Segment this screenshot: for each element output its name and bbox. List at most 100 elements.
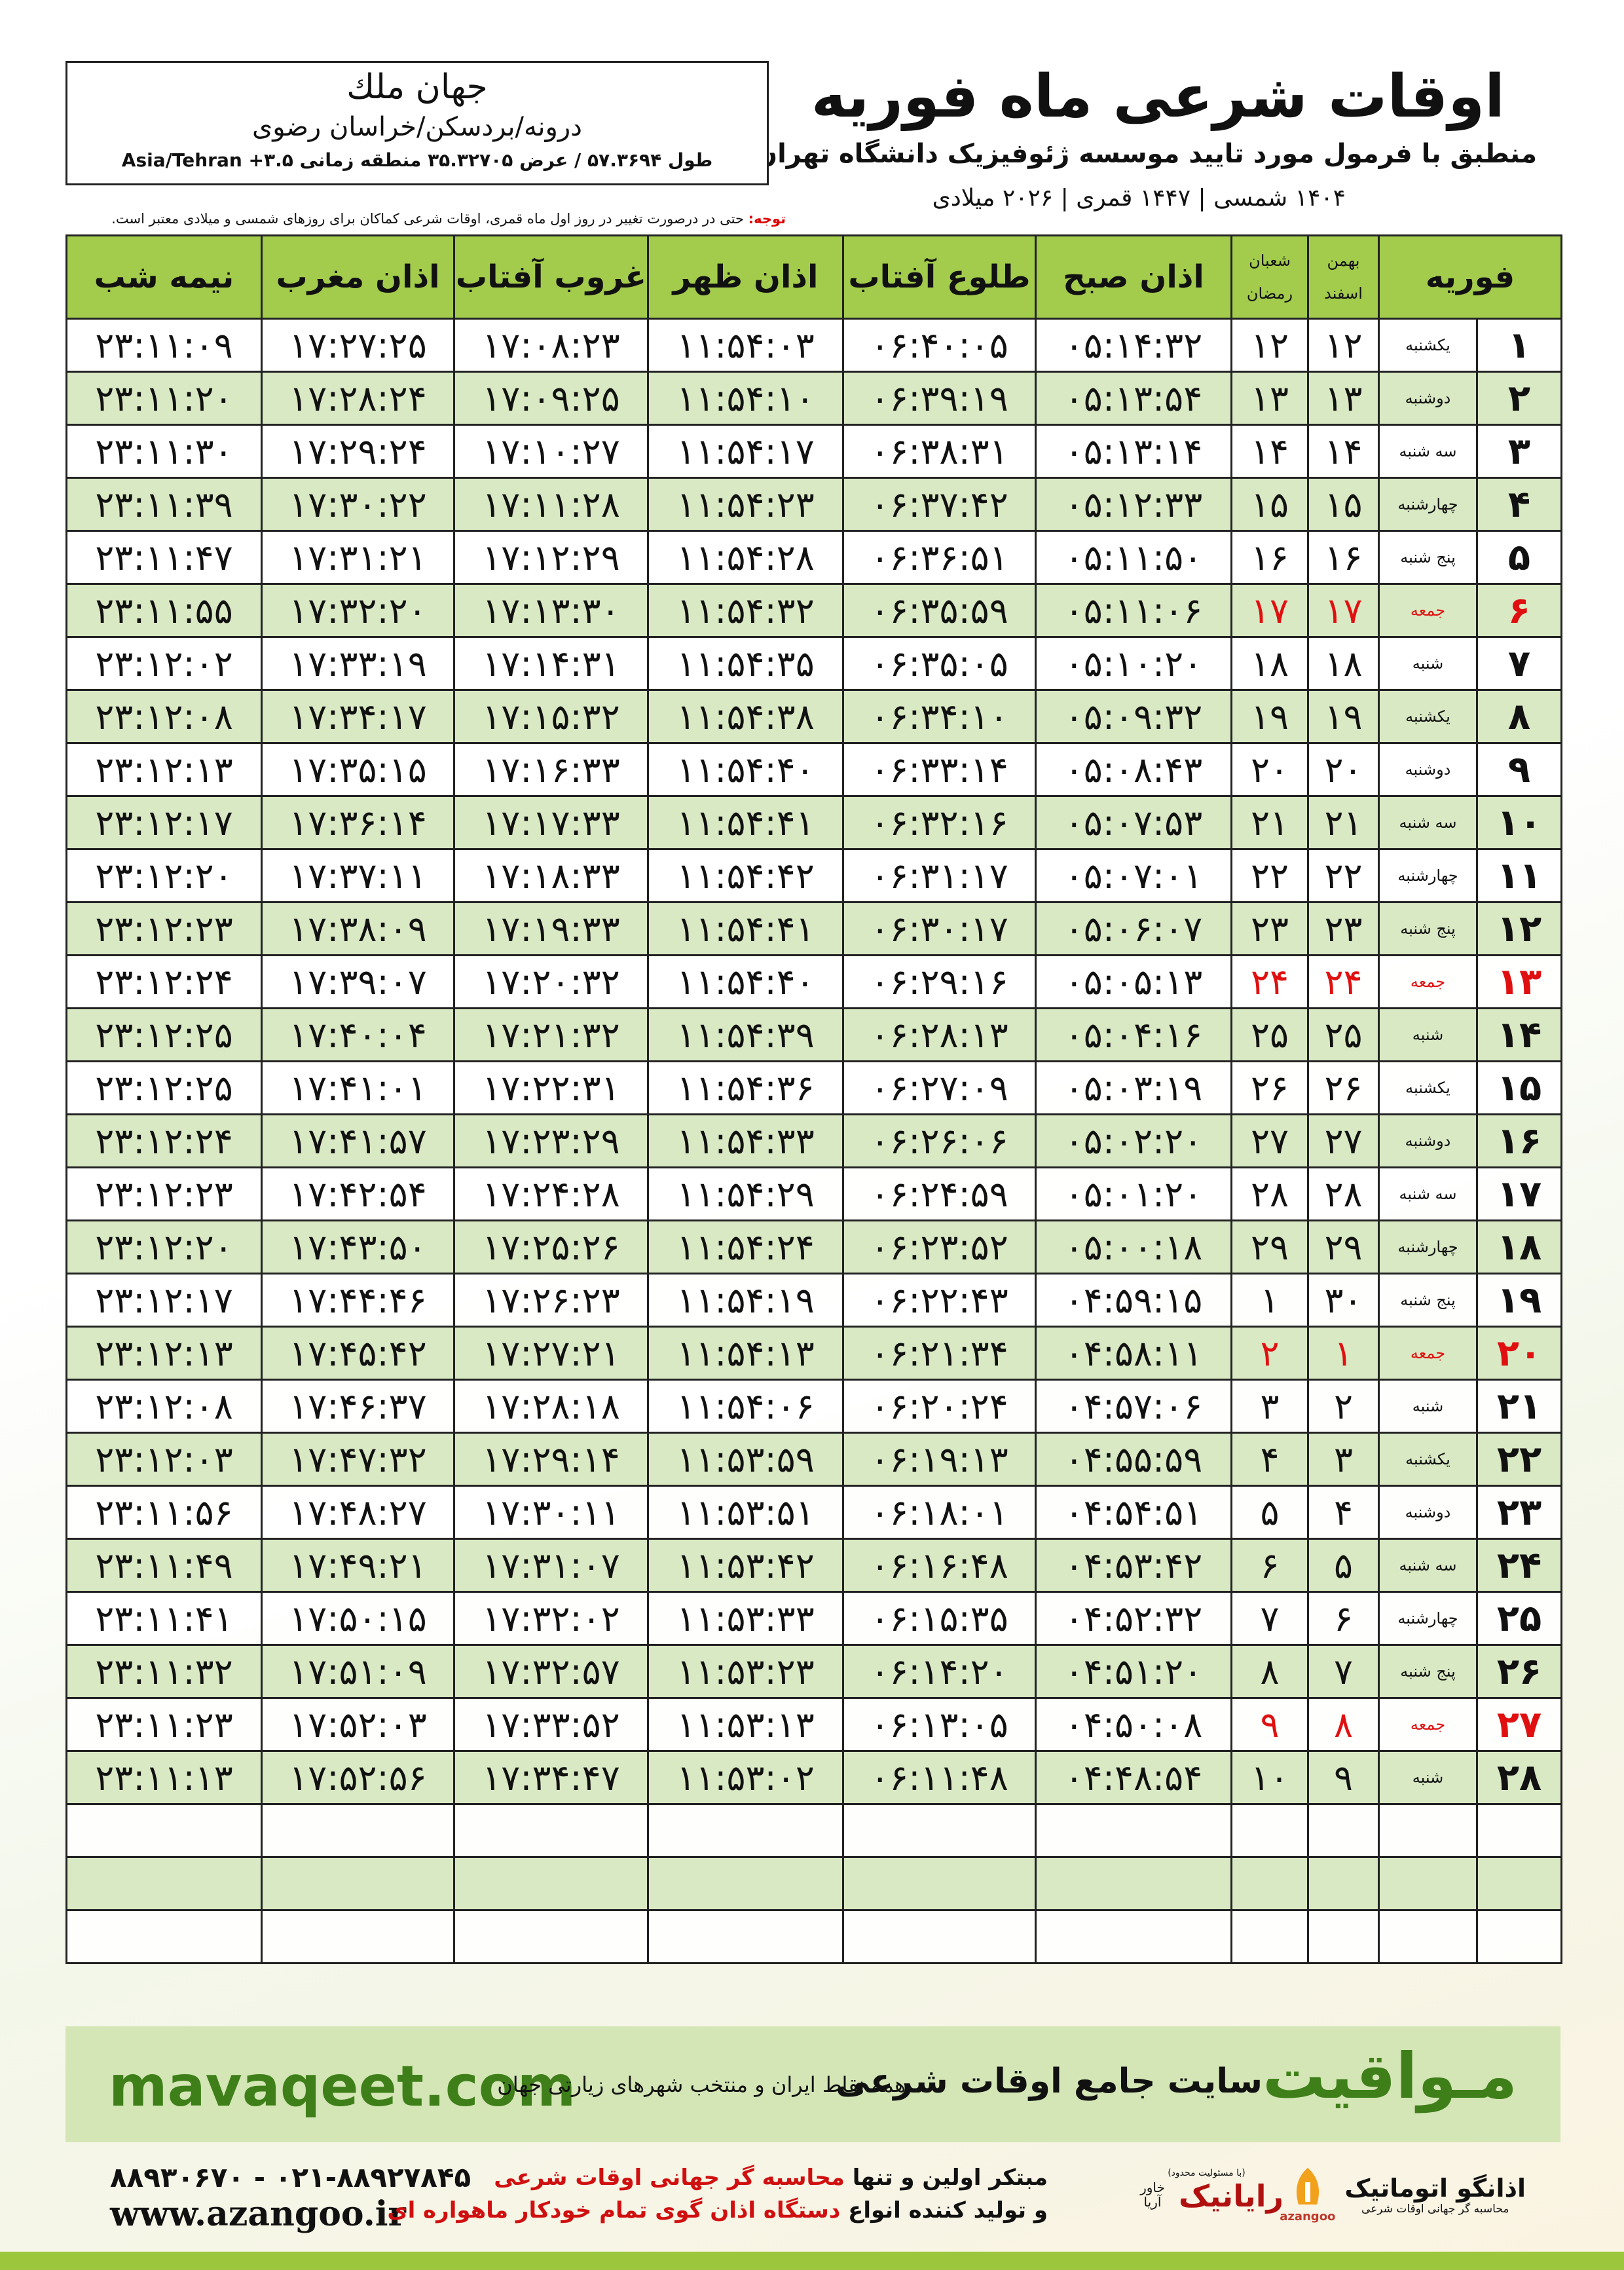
time-cell: ۲۳:۱۲:۰۸ xyxy=(65,689,263,744)
time-cell: ۱۷:۳۳:۱۹ xyxy=(261,636,455,691)
time-cell: ۱۱:۵۳:۵۱ xyxy=(647,1485,844,1540)
day-row: ۲۴ سه شنبه ۵ ۶ ۰۴:۵۳:۴۲ ۰۶:۱۶:۴۸ ۱۱:۵۳:۴۲ ۱۷:۳۱… xyxy=(65,1538,1563,1593)
day-row: ۱۰ سه شنبه ۲۱ ۲۱ ۰۵:۰۷:۵۳ ۰۶:۳۲:۱۶ ۱۱:۵۴:۴۱ ۱۷:… xyxy=(65,795,1563,850)
website[interactable]: www.azangoo.ir xyxy=(110,2194,406,2234)
time-cell: ۲۳:۱۱:۲۰ xyxy=(65,371,263,426)
solar-date: ۵ xyxy=(1307,1538,1380,1593)
time-cell: ۲۳:۱۲:۱۷ xyxy=(65,1273,263,1328)
day-row: ۲۷ جمعه ۸ ۹ ۰۴:۵۰:۰۸ ۰۶:۱۳:۰۵ ۱۱:۵۳:۱۳ ۱۷:۳۳:۵۲… xyxy=(65,1697,1563,1752)
day-row: ۹ دوشنبه ۲۰ ۲۰ ۰۵:۰۸:۴۳ ۰۶:۳۳:۱۴ ۱۱:۵۴:۴۰ ۱۷:۱۶… xyxy=(65,742,1563,797)
footer-text-part: محاسبه گر جهانی اوقات شرعی xyxy=(494,2165,845,2191)
time-cell: ۰۶:۱۸:۰۱ xyxy=(842,1485,1037,1540)
header-label: رمضان xyxy=(1246,284,1293,303)
time-cell: ۱۷:۲۰:۳۲ xyxy=(453,954,649,1009)
lunar-date: ۲۷ xyxy=(1230,1113,1309,1168)
time-cell: ۱۷:۴۲:۵۴ xyxy=(261,1166,455,1221)
time-cell: ۱۱:۵۴:۳۹ xyxy=(647,1007,844,1062)
weekday: جمعه xyxy=(1377,583,1479,638)
time-cell: ۱۱:۵۴:۳۵ xyxy=(647,636,844,691)
dates: ۱۴۰۴ شمسی | ۱۴۴۷ قمری | ۲۰۲۶ میلادی xyxy=(932,185,1346,212)
empty-cell xyxy=(1035,1909,1232,1964)
subtitle: منطبق با فرمول مورد تایید موسسه ژئوفیزیک… xyxy=(754,139,1537,169)
time-cell: ۱۷:۳۵:۱۵ xyxy=(261,742,455,797)
lunar-date: ۱ xyxy=(1230,1273,1309,1328)
lunar-date: ۲۶ xyxy=(1230,1060,1309,1115)
logo-icon: azangoo xyxy=(1280,2165,1335,2223)
time-cell: ۱۷:۱۲:۲۹ xyxy=(453,530,649,585)
time-cell: ۲۳:۱۲:۰۲ xyxy=(65,636,263,691)
time-cell: ۲۳:۱۲:۲۴ xyxy=(65,1113,263,1168)
header-cell: غروب آفتاب xyxy=(453,234,649,320)
time-cell: ۰۵:۱۱:۵۰ xyxy=(1035,530,1232,585)
time-cell: ۱۱:۵۴:۲۹ xyxy=(647,1166,844,1221)
day-number: ۱۳ xyxy=(1476,954,1563,1009)
time-cell: ۱۷:۵۱:۰۹ xyxy=(261,1644,455,1699)
time-cell: ۱۷:۳۶:۱۴ xyxy=(261,795,455,850)
time-cell: ۰۵:۱۴:۳۲ xyxy=(1035,318,1232,373)
time-cell: ۰۵:۰۷:۵۳ xyxy=(1035,795,1232,850)
day-row: ۱۳ جمعه ۲۴ ۲۴ ۰۵:۰۵:۱۳ ۰۶:۲۹:۱۶ ۱۱:۵۴:۴۰ ۱۷:۲۰:… xyxy=(65,954,1563,1009)
day-row: ۴ چهارشنبه ۱۵ ۱۵ ۰۵:۱۲:۳۳ ۰۶:۳۷:۴۲ ۱۱:۵۴:۲۳ ۱۷:… xyxy=(65,477,1563,532)
day-number: ۲۲ xyxy=(1476,1432,1563,1487)
day-row: ۲۶ پنج شنبه ۷ ۸ ۰۴:۵۱:۲۰ ۰۶:۱۴:۲۰ ۱۱:۵۳:۲۳ ۱۷:۳… xyxy=(65,1644,1563,1699)
time-cell: ۲۳:۱۲:۱۳ xyxy=(65,1326,263,1381)
weekday: شنبه xyxy=(1377,1007,1479,1062)
note-label: توجه: xyxy=(748,211,786,227)
time-cell: ۱۷:۲۲:۳۱ xyxy=(453,1060,649,1115)
time-cell: ۲۳:۱۲:۲۵ xyxy=(65,1060,263,1115)
day-row: ۸ یکشنبه ۱۹ ۱۹ ۰۵:۰۹:۳۲ ۰۶:۳۴:۱۰ ۱۱:۵۴:۳۸ ۱۷:۱۵… xyxy=(65,689,1563,744)
solar-date: ۱۳ xyxy=(1307,371,1380,426)
time-cell: ۰۵:۰۷:۰۱ xyxy=(1035,848,1232,903)
time-cell: ۰۵:۰۵:۱۳ xyxy=(1035,954,1232,1009)
time-cell: ۱۷:۱۰:۲۷ xyxy=(453,424,649,479)
weekday: چهارشنبه xyxy=(1377,1591,1479,1646)
time-cell: ۰۴:۵۳:۴۲ xyxy=(1035,1538,1232,1593)
day-number: ۱۶ xyxy=(1476,1113,1563,1168)
note: توجه: حتی در درصورت تغییر در روز اول ماه… xyxy=(65,211,786,227)
time-cell: ۲۳:۱۱:۰۹ xyxy=(65,318,263,373)
time-cell: ۰۵:۰۳:۱۹ xyxy=(1035,1060,1232,1115)
lunar-date: ۱۸ xyxy=(1230,636,1309,691)
header-cell: بهمن اسفند xyxy=(1307,234,1380,320)
time-cell: ۱۱:۵۴:۰۶ xyxy=(647,1379,844,1434)
time-cell: ۱۷:۳۱:۰۷ xyxy=(453,1538,649,1593)
time-cell: ۰۵:۰۹:۳۲ xyxy=(1035,689,1232,744)
logo-sub: محاسبه گر جهانی اوقات شرعی xyxy=(1361,2202,1509,2216)
time-cell: ۰۴:۵۹:۱۵ xyxy=(1035,1273,1232,1328)
time-cell: ۰۶:۳۵:۵۹ xyxy=(842,583,1037,638)
lunar-date: ۲۴ xyxy=(1230,954,1309,1009)
empty-cell xyxy=(1476,1803,1563,1858)
solar-date: ۳۰ xyxy=(1307,1273,1380,1328)
time-cell: ۱۷:۲۹:۲۴ xyxy=(261,424,455,479)
day-number: ۱۸ xyxy=(1476,1219,1563,1275)
time-cell: ۰۵:۰۴:۱۶ xyxy=(1035,1007,1232,1062)
time-cell: ۰۶:۱۳:۰۵ xyxy=(842,1697,1037,1752)
day-row: ۳ سه شنبه ۱۴ ۱۴ ۰۵:۱۳:۱۴ ۰۶:۳۸:۳۱ ۱۱:۵۴:۱۷ ۱۷:۱… xyxy=(65,424,1563,479)
day-number: ۲ xyxy=(1476,371,1563,426)
time-cell: ۱۷:۴۱:۵۷ xyxy=(261,1113,455,1168)
lunar-date: ۸ xyxy=(1230,1644,1309,1699)
time-cell: ۱۱:۵۳:۳۳ xyxy=(647,1591,844,1646)
time-cell: ۱۷:۱۸:۳۳ xyxy=(453,848,649,903)
time-cell: ۲۳:۱۱:۴۹ xyxy=(65,1538,263,1593)
time-cell: ۲۳:۱۱:۵۵ xyxy=(65,583,263,638)
solar-date: ۱۴ xyxy=(1307,424,1380,479)
time-cell: ۱۷:۴۸:۲۷ xyxy=(261,1485,455,1540)
banner-url[interactable]: mavaqeet.com xyxy=(109,2054,576,2119)
weekday: یکشنبه xyxy=(1377,1060,1479,1115)
time-cell: ۰۶:۲۰:۲۴ xyxy=(842,1379,1037,1434)
lunar-date: ۲۹ xyxy=(1230,1219,1309,1275)
time-cell: ۰۵:۰۱:۲۰ xyxy=(1035,1166,1232,1221)
weekday: سه شنبه xyxy=(1377,1538,1479,1593)
location-name: جهان ملك xyxy=(346,67,488,107)
weekday: یکشنبه xyxy=(1377,1432,1479,1487)
logo-small: (با مسئولیت محدود) xyxy=(1168,2168,1246,2178)
time-cell: ۱۷:۳۰:۲۲ xyxy=(261,477,455,532)
lunar-date: ۱۳ xyxy=(1230,371,1309,426)
time-cell: ۰۶:۱۱:۴۸ xyxy=(842,1750,1037,1805)
lunar-date: ۹ xyxy=(1230,1697,1309,1752)
time-cell: ۱۷:۲۴:۲۸ xyxy=(453,1166,649,1221)
time-cell: ۲۳:۱۲:۱۳ xyxy=(65,742,263,797)
time-cell: ۱۱:۵۴:۲۴ xyxy=(647,1219,844,1275)
empty-cell xyxy=(1230,1803,1309,1858)
